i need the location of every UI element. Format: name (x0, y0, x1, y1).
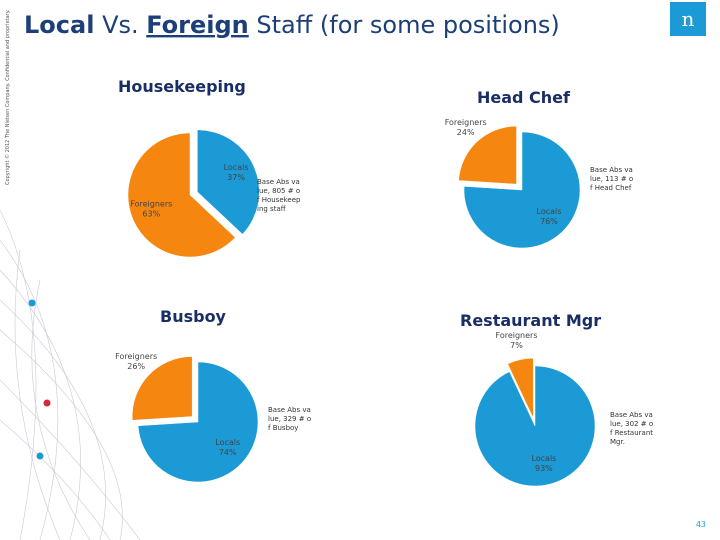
slice-value: 76% (540, 217, 558, 226)
base-note: Base Abs value, 805 # of Housekeeping st… (257, 178, 301, 213)
base-note: Base Abs value, 302 # of Restaurant Mgr. (610, 411, 654, 446)
base-note: Base Abs value, 113 # of Head Chef (590, 166, 634, 192)
title-part: Vs. (94, 11, 146, 39)
slice-value: 37% (227, 173, 245, 182)
logo: n (682, 7, 695, 31)
base-note: Base Abs value, 329 # of Busboy (268, 406, 312, 432)
logo-box (670, 2, 706, 36)
pie-slice (507, 357, 534, 419)
dot (36, 452, 44, 460)
slice-value: 74% (219, 448, 237, 457)
slice-label: Locals 37% (224, 163, 249, 182)
slice-category: Locals (215, 438, 240, 447)
slice-value: 93% (535, 464, 553, 473)
slice-label: Foreigners 24% (445, 118, 487, 137)
chart-title: Head Chef (477, 88, 571, 107)
slice-label: Foreigners 7% (496, 331, 538, 350)
title-part: Local (24, 11, 94, 39)
title-part: Foreign (146, 11, 249, 39)
pie-slice (197, 129, 260, 235)
slice-label: Locals 93% (531, 454, 556, 473)
decoration (0, 209, 141, 540)
dot (43, 399, 51, 407)
slide-title: Local Vs. Foreign Staff (for some positi… (24, 11, 560, 39)
pie-slice (131, 356, 193, 421)
slice-category: Locals (537, 207, 562, 216)
slice-value: 63% (142, 210, 160, 219)
dot (28, 299, 36, 307)
slice-value: 26% (127, 362, 145, 371)
slice-category: Locals (224, 163, 249, 172)
chart-title: Housekeeping (118, 77, 246, 96)
slice-value: 7% (510, 341, 523, 350)
slice-value: 24% (457, 128, 475, 137)
slice-category: Foreigners (445, 118, 487, 127)
pie-slice (127, 132, 236, 258)
slice-category: Locals (531, 454, 556, 463)
chart-title: Restaurant Mgr (460, 311, 601, 330)
slice-label: Locals 76% (537, 207, 562, 226)
title-part: Staff (for some positions) (249, 11, 560, 39)
page-number: 43 (696, 520, 706, 529)
chart-title: Busboy (160, 307, 227, 326)
slice-category: Foreigners (115, 352, 157, 361)
slice-category: Foreigners (496, 331, 538, 340)
pie-slice (474, 365, 596, 487)
pie-slice (137, 361, 259, 483)
slice-label: Foreigners 26% (115, 352, 157, 371)
pie-slice (458, 125, 517, 185)
slice-category: Foreigners (130, 200, 172, 209)
pie-slice (463, 131, 581, 249)
slice-label: Locals 74% (215, 438, 240, 457)
slice-label: Foreigners 63% (130, 200, 172, 219)
copyright: Copyright © 2012 The Nielsen Company. Co… (4, 9, 11, 185)
